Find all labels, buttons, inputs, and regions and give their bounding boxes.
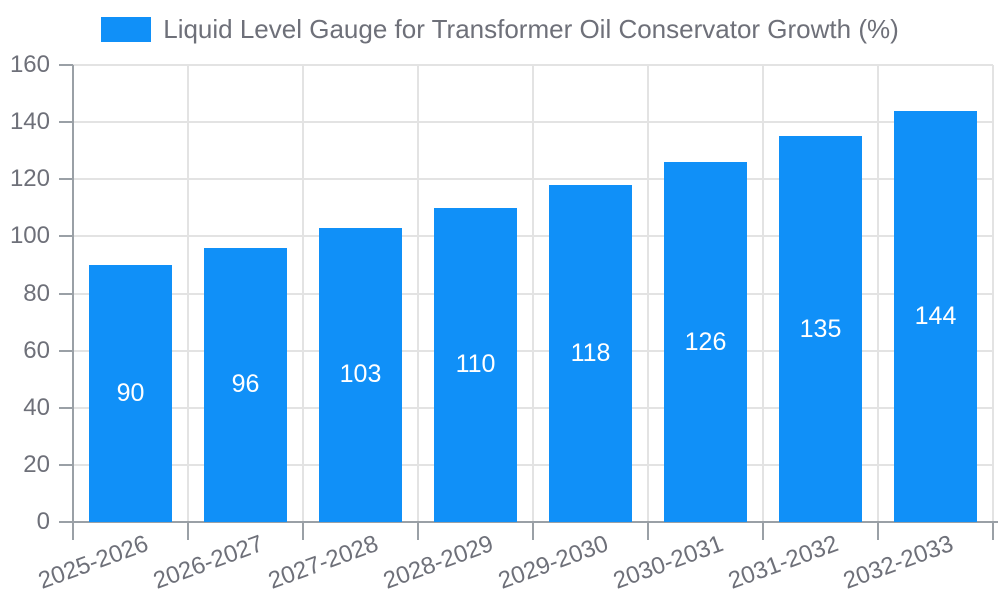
- bar[interactable]: 90: [89, 264, 172, 522]
- bar-value-label: 96: [231, 370, 260, 399]
- y-axis-tick-mark: [59, 64, 73, 66]
- x-axis-tick-mark: [992, 522, 994, 540]
- y-axis-line: [72, 65, 74, 524]
- y-axis-tick-mark: [59, 292, 73, 295]
- bar[interactable]: 103: [319, 227, 402, 522]
- bar[interactable]: 144: [894, 110, 977, 522]
- v-gridline: [302, 65, 304, 522]
- bar-value-label: 118: [570, 338, 611, 367]
- y-axis-tick-label: 20: [23, 450, 50, 478]
- bar[interactable]: 126: [664, 162, 747, 522]
- y-axis-tick-mark: [59, 349, 73, 352]
- y-axis-tick-label: 160: [9, 51, 50, 78]
- x-axis-tick-mark: [72, 522, 74, 540]
- y-axis-tick-mark: [59, 406, 73, 409]
- x-axis-tick-mark: [877, 522, 879, 540]
- y-axis-tick-label: 140: [9, 108, 50, 136]
- v-gridline: [762, 65, 764, 522]
- y-axis-tick-mark: [59, 121, 73, 124]
- legend-label: Liquid Level Gauge for Transformer Oil C…: [163, 14, 899, 44]
- bar-value-label: 103: [339, 360, 382, 389]
- x-axis-tick-mark: [762, 522, 764, 540]
- bar-value-label: 135: [799, 314, 842, 343]
- bar-value-label: 126: [684, 327, 727, 356]
- bar[interactable]: 118: [549, 184, 632, 522]
- bar[interactable]: 110: [434, 207, 517, 522]
- y-axis-tick-mark: [59, 235, 73, 238]
- y-axis-tick-label: 60: [23, 336, 50, 364]
- y-axis-tick-label: 40: [23, 393, 50, 421]
- x-axis-tick-mark: [647, 522, 649, 540]
- v-gridline: [187, 65, 189, 522]
- bar-value-label: 110: [455, 350, 496, 379]
- y-axis-tick-mark: [59, 463, 73, 466]
- y-axis-tick-label: 100: [9, 222, 50, 250]
- v-gridline: [532, 65, 534, 522]
- legend-item[interactable]: Liquid Level Gauge for Transformer Oil C…: [0, 14, 1000, 45]
- bar-value-label: 90: [116, 378, 145, 407]
- y-axis-tick-label: 80: [23, 279, 50, 307]
- v-gridline: [992, 65, 994, 522]
- y-axis-tick-label: 120: [9, 165, 50, 193]
- bar[interactable]: 135: [779, 136, 862, 522]
- y-axis-tick-mark: [59, 178, 73, 181]
- v-gridline: [417, 65, 419, 522]
- x-axis-tick-mark: [187, 522, 189, 540]
- x-axis-tick-mark: [532, 522, 534, 540]
- y-axis-tick-label: 0: [36, 508, 50, 535]
- v-gridline: [647, 65, 649, 522]
- bar-value-label: 144: [914, 301, 957, 330]
- v-gridline: [877, 65, 879, 522]
- x-axis-tick-mark: [417, 522, 419, 540]
- bar[interactable]: 96: [204, 247, 287, 522]
- x-axis-line: [64, 521, 998, 523]
- x-axis-tick-mark: [302, 522, 304, 540]
- legend-swatch: [101, 17, 152, 42]
